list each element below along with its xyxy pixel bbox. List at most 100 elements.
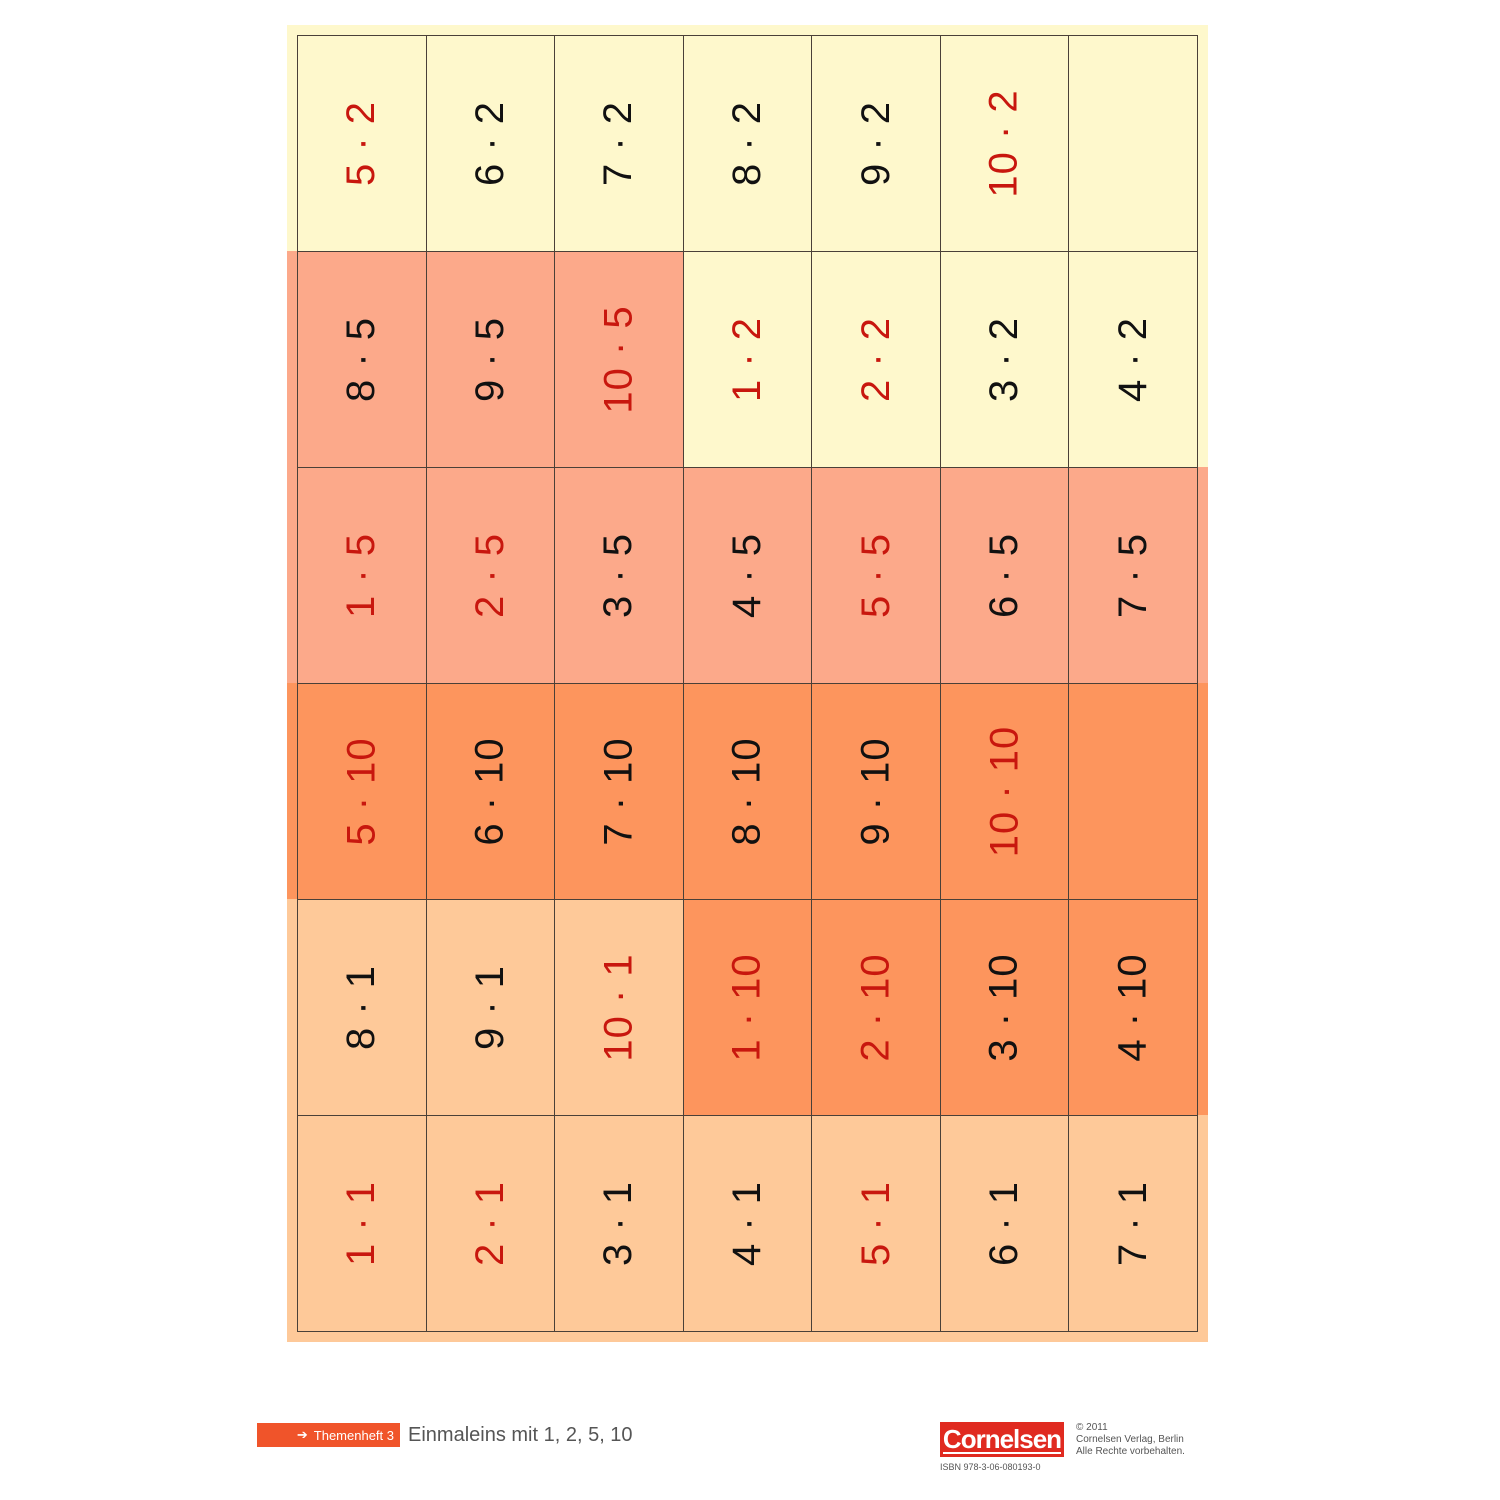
multiplication-card: 3 · 10 [939,899,1070,1116]
arrow-right-icon: ➔ [296,1427,308,1442]
card-expression: 8 · 10 [724,737,769,846]
cell-background [682,683,813,900]
cell-background [554,467,684,684]
cell-background [682,899,813,1116]
multiplication-card: 6 · 2 [425,35,556,252]
card-expression: 8 · 1 [339,964,384,1051]
cell-background [682,25,813,252]
multiplication-card: 4 · 2 [1068,251,1198,468]
cell-background [682,1115,813,1342]
multiplication-card: 4 · 1 [682,1115,813,1332]
cell-background [554,1115,684,1342]
cell-background [811,899,941,1116]
multiplication-card: 10 · 1 [554,899,684,1116]
multiplication-card: 2 · 10 [811,899,941,1116]
card-expression: 4 · 1 [724,1180,769,1267]
cell-background [554,251,684,468]
cell-background [939,1115,1070,1342]
multiplication-card: 6 · 5 [939,467,1070,684]
multiplication-card: 3 · 2 [939,251,1070,468]
document-title: Einmaleins mit 1, 2, 5, 10 [408,1424,633,1446]
copyright-publisher: Cornelsen Verlag, Berlin [1076,1434,1184,1445]
card-expression: 2 · 10 [853,953,898,1062]
copyright: © 2011 Cornelsen Verlag, Berlin Alle Rec… [1076,1422,1185,1458]
cell-background [554,25,684,252]
multiplication-card: 8 · 5 [297,251,427,468]
card-expression: 3 · 2 [982,316,1027,403]
publisher-logo: Cornelsen [940,1422,1064,1457]
cell-background [811,467,941,684]
cell-background [425,251,556,468]
card-expression: 5 · 2 [339,100,384,187]
multiplication-card: 5 · 10 [297,683,427,900]
card-expression: 5 · 10 [339,737,384,846]
card-expression: 10 · 5 [596,305,641,414]
multiplication-card: 8 · 1 [297,899,427,1116]
multiplication-card: 4 · 5 [682,467,813,684]
card-expression: 10 · 1 [596,953,641,1062]
card-expression: 2 · 5 [467,532,512,619]
cell-background [939,25,1070,252]
card-expression: 6 · 10 [467,737,512,846]
multiplication-card: 4 · 10 [1068,899,1198,1116]
multiplication-card: 7 · 5 [1068,467,1198,684]
multiplication-card: 3 · 1 [554,1115,684,1332]
multiplication-card: 2 · 2 [811,251,941,468]
multiplication-card [1068,683,1198,900]
card-expression: 6 · 5 [982,532,1027,619]
multiplication-card: 9 · 2 [811,35,941,252]
multiplication-card: 9 · 1 [425,899,556,1116]
copyright-rights: Alle Rechte vorbehalten. [1076,1446,1185,1457]
card-expression: 8 · 2 [724,100,769,187]
multiplication-card: 7 · 10 [554,683,684,900]
multiplication-card: 7 · 2 [554,35,684,252]
card-expression: 2 · 2 [853,316,898,403]
multiplication-card: 6 · 10 [425,683,556,900]
multiplication-card: 1 · 2 [682,251,813,468]
multiplication-card: 8 · 10 [682,683,813,900]
cell-background [1068,683,1208,900]
multiplication-card: 10 · 2 [939,35,1070,252]
card-expression: 6 · 1 [982,1180,1027,1267]
cell-background [811,1115,941,1342]
cell-background [682,251,813,468]
cell-background [425,467,556,684]
card-expression: 6 · 2 [467,100,512,187]
card-expression: 9 · 1 [467,964,512,1051]
cell-background [939,899,1070,1116]
card-expression: 8 · 5 [339,316,384,403]
cell-background [287,683,427,900]
multiplication-card: 10 · 5 [554,251,684,468]
cell-background [425,1115,556,1342]
cell-background [287,467,427,684]
card-expression: 10 · 10 [982,725,1027,858]
card-expression: 5 · 5 [853,532,898,619]
multiplication-card: 2 · 5 [425,467,556,684]
cell-background [939,467,1070,684]
multiplication-card: 5 · 5 [811,467,941,684]
logo-text: Cornelsen [942,1423,1062,1454]
card-expression: 5 · 1 [853,1180,898,1267]
cell-background [554,899,684,1116]
multiplication-card: 3 · 5 [554,467,684,684]
card-expression: 3 · 1 [596,1180,641,1267]
multiplication-card: 7 · 1 [1068,1115,1198,1332]
copyright-year: © 2011 [1076,1422,1108,1433]
card-expression: 9 · 5 [467,316,512,403]
card-expression: 7 · 2 [596,100,641,187]
cell-background [287,25,427,252]
cell-background [939,251,1070,468]
card-expression: 3 · 10 [982,953,1027,1062]
multiplication-card [1068,35,1198,252]
card-expression: 4 · 2 [1110,316,1155,403]
cell-background [1068,25,1208,252]
cell-background [425,899,556,1116]
cell-background [287,1115,427,1342]
card-expression: 4 · 10 [1110,953,1155,1062]
themenheft-tag: ➔ Themenheft 3 [257,1423,400,1447]
card-expression: 9 · 10 [853,737,898,846]
multiplication-card: 9 · 10 [811,683,941,900]
cell-background [554,683,684,900]
cell-background [1068,899,1208,1116]
cell-background [1068,467,1208,684]
